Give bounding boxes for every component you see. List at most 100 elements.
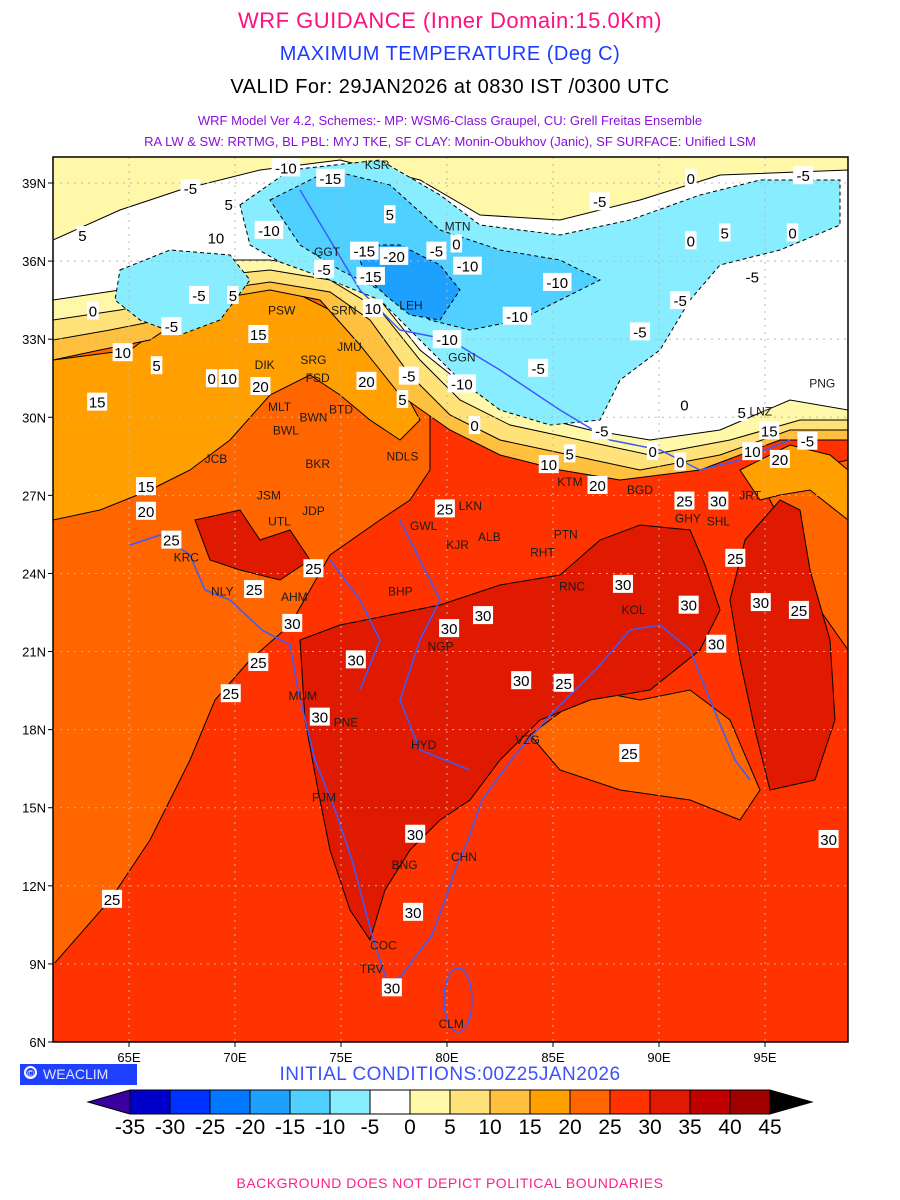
contour-label: 30 xyxy=(473,606,494,625)
city-label: NDLS xyxy=(386,449,418,463)
contour-value: 5 xyxy=(721,225,729,242)
contour-label: 20 xyxy=(135,501,156,521)
contour-label-bg xyxy=(612,574,633,593)
contour-label-bg xyxy=(450,234,463,253)
contour-label-bg xyxy=(685,168,697,187)
colorbar-level-label: -25 xyxy=(195,1116,225,1139)
contour-label: -10 xyxy=(271,158,301,177)
city-label: FSD xyxy=(306,371,330,385)
initial-conditions: INITIAL CONDITIONS:00Z25JAN2026 xyxy=(279,1064,621,1085)
contour-value: 0 xyxy=(676,455,684,472)
city-label: KRC xyxy=(174,551,200,565)
contour-label: -15 xyxy=(356,266,385,286)
contour-label: 30 xyxy=(381,978,402,997)
contour-label: -5 xyxy=(742,267,763,287)
contour-label: 25 xyxy=(161,530,182,550)
city-label: KJR xyxy=(446,538,469,552)
contour-label: 20 xyxy=(587,475,608,495)
city-label: NLY xyxy=(211,585,233,599)
contour-value: -5 xyxy=(531,361,544,378)
contour-value: 20 xyxy=(358,374,375,391)
contour-label: 10 xyxy=(205,228,226,248)
contour-value: 25 xyxy=(555,676,572,693)
model-config-line-1: WRF Model Ver 4.2, Schemes:- MP: WSM6-Cl… xyxy=(197,113,703,128)
contour-label: 20 xyxy=(250,377,271,396)
city-label: PJM xyxy=(312,790,336,804)
contour-label-bg xyxy=(403,902,424,921)
colorbar-swatch xyxy=(369,1089,411,1115)
contour-label-bg xyxy=(244,580,265,599)
contour-label-bg xyxy=(135,501,156,520)
lat-tick-label: 30N xyxy=(22,410,46,425)
contour-value: 25 xyxy=(621,746,638,763)
lat-tick-label: 33N xyxy=(22,332,46,347)
contour-value: 25 xyxy=(163,533,180,550)
contour-label-bg xyxy=(227,285,239,304)
city-label: JMU xyxy=(337,340,362,354)
contour-label-bg xyxy=(685,231,697,250)
contour-label: 30 xyxy=(511,671,532,690)
contour-label: -5 xyxy=(528,358,549,378)
band-minus10-minus5-west xyxy=(114,249,251,336)
contour-label: 5 xyxy=(563,444,576,463)
contour-value: 20 xyxy=(138,504,155,521)
contour-label-bg xyxy=(222,194,235,213)
contour-value: 10 xyxy=(364,301,381,318)
contour-value: 5 xyxy=(78,228,86,245)
contour-value: -10 xyxy=(546,275,568,292)
sri-lanka-outline xyxy=(443,967,473,1033)
contour-value: 30 xyxy=(441,621,458,638)
contour-label-bg xyxy=(87,301,99,320)
contour-label: -5 xyxy=(161,317,182,336)
city-label: GGT xyxy=(314,245,341,259)
contour-label: 30 xyxy=(818,829,839,849)
copyright-icon: © xyxy=(24,1066,37,1080)
city-label: SRN xyxy=(331,304,356,318)
contour-label-bg xyxy=(76,226,89,245)
contour-label-bg xyxy=(180,179,201,198)
contour-value: 10 xyxy=(208,231,225,248)
colorbar-swatch xyxy=(689,1089,731,1115)
coastline xyxy=(129,189,791,1033)
contour-label-bg xyxy=(271,158,301,177)
colorbar-swatch xyxy=(609,1089,651,1115)
contour-label: 0 xyxy=(87,301,99,321)
contour-label-bg xyxy=(786,223,799,242)
contour-label-bg xyxy=(674,491,695,510)
colorbar-level-label: 20 xyxy=(558,1116,581,1139)
contour-label: 0 xyxy=(205,369,218,388)
contour-label-bg xyxy=(112,343,133,362)
contour-label-bg xyxy=(250,377,271,396)
contour-value: 30 xyxy=(708,637,725,654)
city-label: RNC xyxy=(559,579,585,593)
contour-value: -5 xyxy=(184,181,197,198)
lon-tick-label: 70E xyxy=(223,1050,246,1065)
contour-label: 10 xyxy=(112,343,133,362)
model-config-line-2: RA LW & SW: RRTMG, BL PBL: MYJ TKE, SF C… xyxy=(144,134,756,149)
colorbar-level-label: 45 xyxy=(758,1116,781,1139)
contour-label-bg xyxy=(742,442,763,461)
city-label: JRT xyxy=(739,488,761,502)
city-label: BGD xyxy=(627,483,653,497)
contour-label: 10 xyxy=(218,369,239,388)
city-label: GWL xyxy=(410,519,438,533)
contour-value: 5 xyxy=(386,207,394,224)
plot-frame xyxy=(52,156,849,1043)
contour-label-bg xyxy=(759,421,780,440)
contour-value: -5 xyxy=(746,270,759,287)
contour-label-bg xyxy=(303,559,324,578)
contour-label-bg xyxy=(188,285,209,304)
contour-label: -5 xyxy=(180,179,201,198)
contour-label-bg xyxy=(345,650,366,669)
contour-label-bg xyxy=(473,606,494,625)
filled-contours xyxy=(53,157,848,1042)
contour-label: -5 xyxy=(426,241,447,261)
colorbar-level-label: 25 xyxy=(598,1116,621,1139)
colorbar-level-label: -35 xyxy=(115,1116,145,1139)
contour-label-bg xyxy=(434,499,455,518)
colorbar-level-label: -30 xyxy=(155,1116,185,1139)
city-label: GGN xyxy=(448,350,475,364)
contour-label: -5 xyxy=(797,431,818,451)
contour-label-bg xyxy=(356,266,385,285)
